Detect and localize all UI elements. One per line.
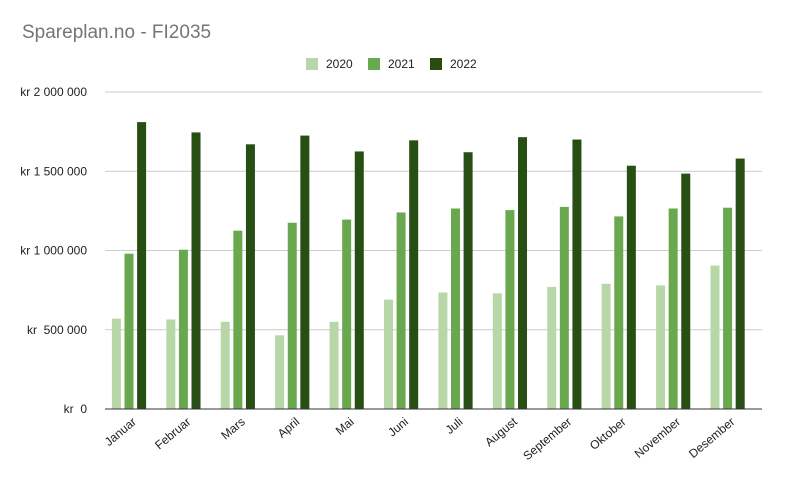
bar <box>354 151 364 409</box>
legend-swatch <box>368 58 380 70</box>
y-tick-label: kr 1 500 000 <box>20 164 87 178</box>
bar <box>409 140 419 409</box>
gridlines <box>105 91 762 331</box>
x-tick-label: Januar <box>102 415 139 449</box>
x-tick-label: Februar <box>152 415 193 453</box>
y-tick-label: kr 1 000 000 <box>20 244 87 258</box>
x-tick-label: Juni <box>385 415 411 440</box>
bar <box>342 219 352 409</box>
bar <box>463 152 473 410</box>
legend-label: 2020 <box>326 57 353 71</box>
bar <box>178 249 188 409</box>
bar <box>438 292 448 409</box>
x-tick-label: August <box>482 414 520 449</box>
y-tick-label: kr 2 000 000 <box>20 85 87 99</box>
x-tick-label: Juli <box>443 415 466 437</box>
bar <box>191 132 201 410</box>
bar <box>220 321 230 409</box>
x-tick-label: April <box>275 415 302 441</box>
bar <box>601 283 611 409</box>
bar <box>329 321 339 409</box>
bar <box>124 253 134 409</box>
y-axis-ticks: kr 0 kr 500 000 kr 1 000 000 kr 1 500 000 kr… <box>20 85 87 416</box>
bar <box>383 299 393 409</box>
legend-label: 2022 <box>450 57 477 71</box>
bar <box>111 318 121 409</box>
x-axis-ticks: Januar Februar Mars April Mai Juni Juli August S… <box>102 414 738 463</box>
bar <box>547 286 557 409</box>
chart-title: Spareplan.no - FI2035 <box>22 22 211 43</box>
bar <box>656 285 666 409</box>
bars <box>111 122 745 410</box>
bar <box>287 222 297 409</box>
x-tick-label: November <box>632 415 683 461</box>
bar <box>518 137 528 410</box>
bar <box>626 165 636 409</box>
bar <box>233 230 243 409</box>
bar <box>300 135 310 409</box>
bar <box>559 206 569 409</box>
bar <box>166 319 176 409</box>
legend: 2020 2021 2022 <box>306 57 477 71</box>
x-tick-label: Mars <box>218 415 247 443</box>
x-tick-label: September <box>520 415 574 463</box>
y-tick-label: kr 0 <box>64 402 88 416</box>
bar <box>275 335 285 409</box>
bar <box>735 158 745 409</box>
bar <box>492 293 502 409</box>
bar <box>505 210 515 409</box>
bar <box>572 139 582 410</box>
bar <box>451 208 460 409</box>
bar <box>668 208 678 409</box>
legend-swatch <box>430 58 442 70</box>
y-tick-label: kr 500 000 <box>27 323 87 337</box>
bar <box>681 173 691 409</box>
bar <box>710 265 720 409</box>
bar <box>614 216 624 409</box>
x-tick-label: Oktober <box>587 415 629 453</box>
legend-swatch <box>306 58 318 70</box>
x-tick-label: Desember <box>686 415 737 461</box>
bar <box>723 207 733 409</box>
bar <box>396 212 406 409</box>
legend-label: 2021 <box>388 57 415 71</box>
bar <box>245 144 255 409</box>
bar <box>137 122 147 410</box>
x-tick-label: Mai <box>333 415 357 438</box>
